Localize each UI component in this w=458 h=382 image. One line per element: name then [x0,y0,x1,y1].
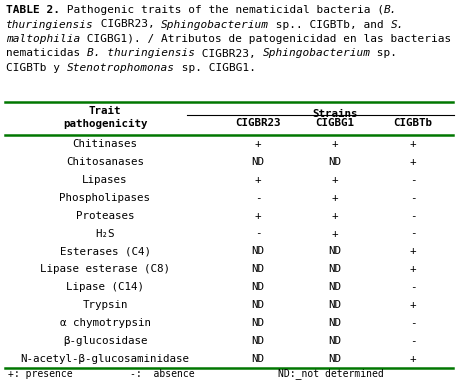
Text: CIGBTb y: CIGBTb y [6,63,67,73]
Text: +: + [410,157,416,167]
Text: nematicidas: nematicidas [6,49,87,58]
Text: ND: ND [328,157,342,167]
Text: Lipase (C14): Lipase (C14) [66,282,144,292]
Text: +: + [255,139,261,149]
Text: N-acetyl-β-glucosaminidase: N-acetyl-β-glucosaminidase [21,354,190,364]
Text: CIGBR23: CIGBR23 [235,118,281,128]
Text: Phospholipases: Phospholipases [60,193,151,203]
Text: maltophilia: maltophilia [6,34,80,44]
Text: -: - [410,210,416,221]
Text: +: + [255,175,261,185]
Text: S.: S. [391,19,404,29]
Text: ND: ND [328,336,342,346]
Text: +: + [332,210,338,221]
Text: thuringiensis: thuringiensis [6,19,94,29]
Text: ND: ND [328,318,342,328]
Text: +: + [332,193,338,203]
Text: ND: ND [328,300,342,310]
Text: Stenotrophomonas: Stenotrophomonas [67,63,175,73]
Text: Trypsin: Trypsin [82,300,128,310]
Text: +: + [410,264,416,274]
Text: ND: ND [328,282,342,292]
Text: ND: ND [251,157,265,167]
Text: Sphingobacterium: Sphingobacterium [161,19,269,29]
Text: -: - [410,175,416,185]
Text: +: + [410,246,416,256]
Text: CIGBG1). / Atributos de patogenicidad en las bacterias: CIGBG1). / Atributos de patogenicidad en… [80,34,452,44]
Text: B. thuringiensis: B. thuringiensis [87,49,195,58]
Text: Pathogenic traits of the nematicidal bacteria (: Pathogenic traits of the nematicidal bac… [60,5,384,15]
Text: -: - [255,228,261,239]
Text: sp. CIGBG1.: sp. CIGBG1. [175,63,256,73]
Text: ND: ND [251,300,265,310]
Text: ND: ND [251,282,265,292]
Text: Lipases: Lipases [82,175,128,185]
Text: Strains: Strains [313,109,358,119]
Text: ND: ND [328,264,342,274]
Text: sp.: sp. [371,49,398,58]
Text: -: - [410,282,416,292]
Text: +: + [410,139,416,149]
Text: -: - [410,318,416,328]
Text: +: + [332,175,338,185]
Text: Chitosanases: Chitosanases [66,157,144,167]
Text: CIGBR23,: CIGBR23, [195,49,262,58]
Text: ND: ND [251,354,265,364]
Text: +: + [332,139,338,149]
Text: CIGBG1: CIGBG1 [316,118,354,128]
Text: CIGBR23,: CIGBR23, [94,19,161,29]
Text: B.: B. [384,5,398,15]
Text: β-glucosidase: β-glucosidase [63,336,147,346]
Text: Trait
pathogenicity: Trait pathogenicity [63,106,147,129]
Text: -: - [255,193,261,203]
Text: -:  absence: -: absence [130,369,195,379]
Text: +: presence: +: presence [8,369,73,379]
Text: ND: ND [328,354,342,364]
Text: CIGBTb: CIGBTb [393,118,432,128]
Text: Sphingobacterium: Sphingobacterium [262,49,371,58]
Text: Chitinases: Chitinases [72,139,137,149]
Text: H₂S: H₂S [95,228,115,239]
Text: +: + [410,354,416,364]
Text: Proteases: Proteases [76,210,134,221]
Text: +: + [255,210,261,221]
Text: +: + [410,300,416,310]
Text: ND:_not determined: ND:_not determined [278,369,384,379]
Text: TABLE 2.: TABLE 2. [6,5,60,15]
Text: ND: ND [251,318,265,328]
Text: Esterases (C4): Esterases (C4) [60,246,151,256]
Text: sp.. CIGBTb, and: sp.. CIGBTb, and [269,19,391,29]
Text: ND: ND [251,264,265,274]
Text: α chymotrypsin: α chymotrypsin [60,318,151,328]
Text: -: - [410,336,416,346]
Text: +: + [332,228,338,239]
Text: Lipase esterase (C8): Lipase esterase (C8) [40,264,170,274]
Text: ND: ND [251,336,265,346]
Text: -: - [410,193,416,203]
Text: ND: ND [328,246,342,256]
Text: ND: ND [251,246,265,256]
Text: -: - [410,228,416,239]
